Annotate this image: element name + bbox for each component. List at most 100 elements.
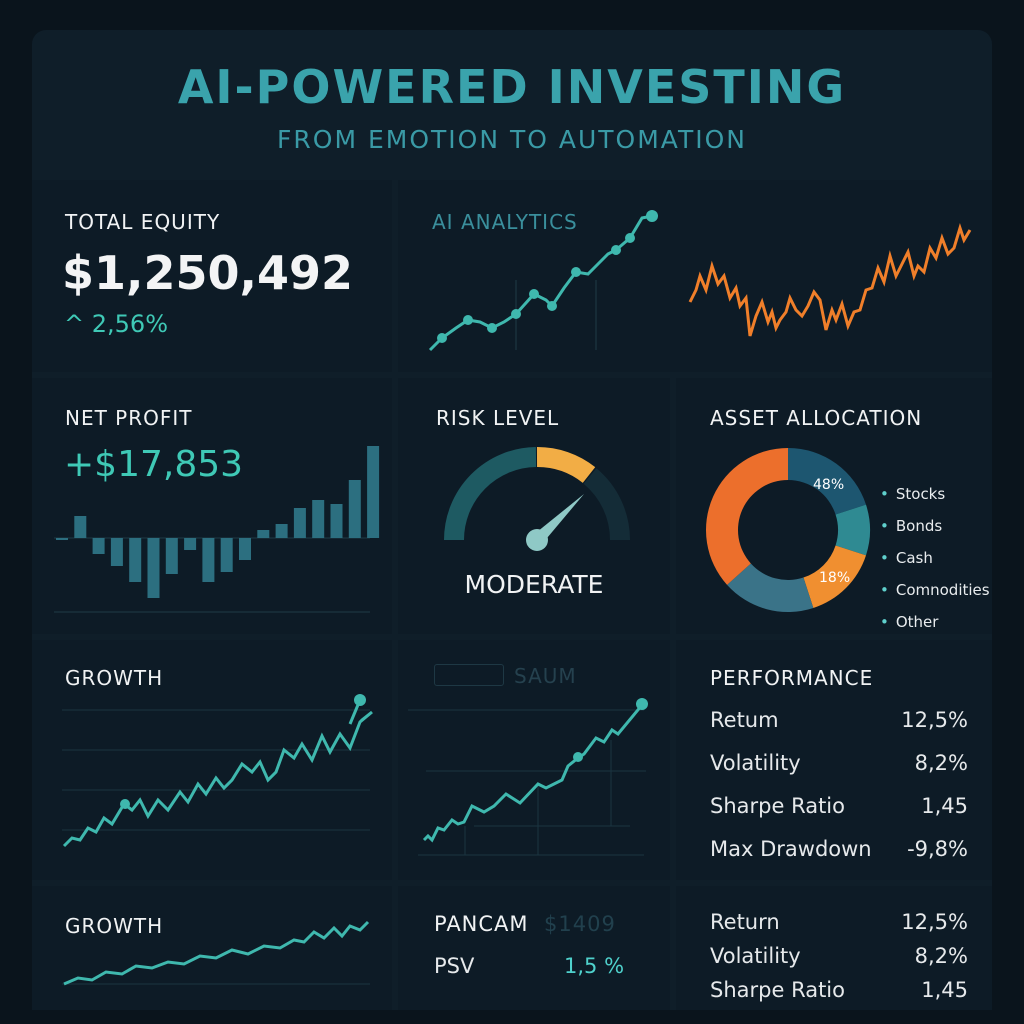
legend-label: Comnodities (895, 581, 990, 599)
legend-label: Stocks (895, 485, 946, 503)
donut-slice (835, 504, 870, 556)
metric-value: 1,45 (921, 794, 968, 818)
metric-value: 12,5% (901, 910, 968, 934)
profit-bar (110, 538, 123, 566)
metric-label: Volatility (710, 944, 801, 968)
card-label: TOTAL EQUITY (65, 210, 221, 234)
legend-label: Bonds (895, 517, 943, 535)
equity-value: $1,250,492 (62, 246, 354, 300)
profit-bar (165, 538, 178, 574)
slice-label: 48% (813, 477, 845, 493)
bullet-icon: • (880, 613, 889, 631)
data-point (571, 267, 581, 277)
saum-card[interactable]: SAUM (398, 640, 670, 880)
blurred-logo (434, 664, 504, 686)
profit-bar (275, 524, 288, 538)
allocation-legend: • Stocks • Bonds • Cash • Comnodities • Other (880, 478, 990, 638)
data-point (120, 799, 130, 809)
profit-bar (312, 500, 325, 538)
card-label: AI ANALYTICS (432, 210, 578, 234)
growth-small-card[interactable]: GROWTH (32, 886, 392, 1010)
profit-bar (367, 446, 380, 538)
card-label: PERFORMANCE (710, 666, 874, 690)
legend-item: • Cash (880, 542, 990, 574)
metric-label: Sharpe Ratio (710, 978, 845, 1002)
profit-bar (293, 508, 306, 538)
data-point (636, 698, 648, 710)
profit-bar (74, 516, 87, 538)
total-equity-card[interactable]: TOTAL EQUITY $1,250,492 ^ 2,56% (32, 180, 392, 372)
gauge-moderate-segment (536, 446, 596, 484)
donut-slice (803, 545, 866, 608)
card-label: NET PROFIT (65, 406, 193, 430)
donut-slice (706, 448, 788, 585)
profit-bar (184, 538, 197, 550)
profit-bar (330, 504, 343, 538)
metric-value: -9,8% (907, 837, 968, 861)
saum-line (422, 704, 644, 843)
pancam-label: PANCAM (434, 912, 529, 936)
orange-line (688, 223, 972, 337)
data-point (463, 315, 473, 325)
net-profit-card[interactable]: NET PROFIT +$17,853 (32, 378, 392, 634)
card-label: SAUM (514, 664, 577, 688)
bullet-icon: • (880, 485, 889, 503)
metric-label: Volatility (710, 751, 801, 775)
profit-bar (220, 538, 233, 572)
profit-bar (92, 538, 105, 554)
growth-card[interactable]: GROWTH (32, 640, 392, 880)
metric-label: Sharpe Ratio (710, 794, 845, 818)
risk-gauge (444, 446, 631, 551)
profit-bar (202, 538, 215, 582)
legend-item: • Bonds (880, 510, 990, 542)
performance-small-card[interactable]: Return 12,5% Volatility 8,2% Sharpe Ratio 1,4… (676, 886, 992, 1010)
change-value: 2,56% (91, 310, 168, 338)
profit-bar (239, 538, 251, 560)
legend-item: • Other (880, 606, 990, 638)
metric-value: 1,45 (921, 978, 968, 1002)
page-subtitle: FROM EMOTION TO AUTOMATION (277, 125, 747, 154)
growth-small-chart (62, 920, 370, 986)
growth-line (62, 710, 373, 848)
data-point (529, 289, 539, 299)
saum-chart (408, 698, 648, 856)
ai-analytics-chart (428, 210, 972, 352)
card-label: GROWTH (65, 666, 164, 690)
data-point (437, 333, 447, 343)
profit-bar (257, 530, 270, 538)
gauge-needle (532, 494, 584, 544)
metric-label: Retum (710, 708, 779, 732)
teal-line (428, 214, 653, 352)
chevron-up-icon: ^ (64, 310, 92, 338)
asset-allocation-card[interactable]: ASSET ALLOCATION 48% 18% • Stocks • Bonds • C… (676, 378, 992, 634)
growth-chart (62, 694, 373, 848)
pancam-value: $1409 (544, 912, 616, 936)
data-point (625, 233, 635, 243)
psv-label: PSV (434, 954, 475, 978)
data-point (547, 301, 557, 311)
risk-level-card[interactable]: RISK LEVEL MODERATE (398, 378, 670, 634)
donut-slice (727, 563, 814, 612)
legend-label: Other (895, 613, 939, 631)
gauge-hub (526, 529, 548, 551)
metric-label: Max Drawdown (710, 837, 872, 861)
pancam-card[interactable]: PANCAM $1409 PSV 1,5 % (398, 886, 670, 1010)
bullet-icon: • (880, 549, 889, 567)
data-point (511, 309, 521, 319)
net-profit-bar-chart (54, 446, 380, 613)
bullet-icon: • (880, 517, 889, 535)
equity-change: ^ 2,56% (64, 310, 168, 338)
page-title: AI-POWERED INVESTING (177, 60, 847, 114)
net-profit-value: +$17,853 (64, 444, 244, 485)
data-point (646, 210, 658, 222)
ai-analytics-card[interactable]: AI ANALYTICS (398, 180, 992, 372)
data-point (611, 245, 621, 255)
risk-value: MODERATE (464, 570, 604, 599)
data-point (573, 752, 583, 762)
slice-label: 18% (819, 570, 851, 586)
gauge-low-segment (444, 447, 537, 541)
metric-value: 8,2% (914, 751, 968, 775)
allocation-donut (706, 448, 870, 612)
card-label: RISK LEVEL (436, 406, 560, 430)
performance-card[interactable]: PERFORMANCE Retum 12,5% Volatility 8,2% Shar… (676, 640, 992, 880)
